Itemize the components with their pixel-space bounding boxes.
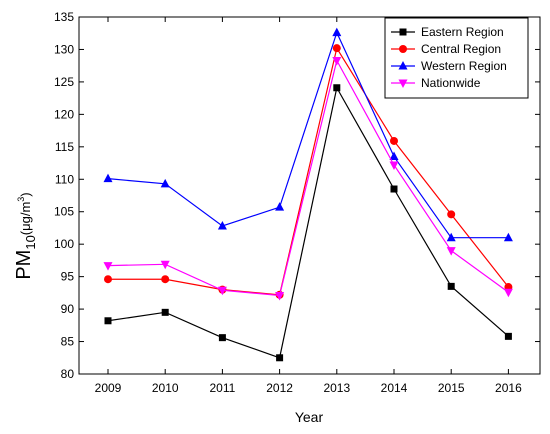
legend-marker [399,28,407,36]
legend-label: Central Region [421,42,501,56]
data-point [160,178,170,188]
data-point [161,275,170,284]
data-point [276,354,284,362]
data-point [504,332,512,340]
x-axis: 2009 2010 2011 2012 2013 2014 2015 2016 [95,17,522,395]
y-tick-label: 90 [61,302,75,316]
x-tick-label: 2015 [438,381,465,395]
data-point [389,161,399,170]
series-line [107,86,509,359]
legend: Eastern Region Central Region Western Regi… [384,17,529,99]
data-point [447,210,456,219]
series-line [107,30,509,239]
data-point [218,334,226,342]
data-point [160,260,170,270]
data-point [390,136,398,145]
data-point [390,185,398,193]
x-tick-label: 2009 [95,381,122,395]
data-point [446,247,456,256]
x-tick-label: 2016 [495,381,522,395]
series-line [108,46,509,296]
series-layer [103,27,513,362]
data-point [217,286,227,296]
y-tick-label: 130 [54,42,74,56]
y-tick-label: 95 [61,270,75,284]
x-tick-label: 2011 [209,381,235,395]
y-tick-label: 135 [54,10,74,24]
data-point [332,44,341,53]
legend-marker [399,45,407,53]
y-axis: 80 85 90 95 100 105 110 115 120 125 130 135 [54,10,540,381]
y-tick-label: 100 [54,237,74,251]
data-point [503,232,513,242]
data-point [104,275,112,284]
plot-frame [78,16,541,375]
y-tick-label: 115 [55,140,74,154]
legend-marker [398,61,408,70]
y-tick-label: 125 [54,75,74,89]
y-tick-label: 110 [55,172,74,186]
data-point [103,173,113,183]
series-line [107,58,509,297]
legend-marker [398,79,408,88]
legend-label: Nationwide [421,76,481,90]
y-tick-label: 85 [61,335,75,349]
data-point [333,84,341,92]
plot-area-border [78,16,541,375]
x-tick-label: 2010 [152,381,179,395]
x-tick-label: 2012 [266,381,293,395]
data-point [103,262,113,271]
data-point [332,27,342,37]
y-tick-label: 80 [61,367,75,381]
x-tick-label: 2013 [323,381,350,395]
series-eastern-region [104,84,512,362]
data-point [217,221,227,230]
data-point [389,151,399,161]
y-tick-label: 105 [54,205,74,219]
legend-label: Eastern Region [421,25,504,39]
data-point [275,202,285,211]
series-western-region [103,27,513,242]
x-axis-title: Year [295,409,324,425]
data-point [446,232,456,242]
y-axis-title: PM10(μg/m3) [13,192,38,279]
legend-box [384,17,529,99]
data-point [161,308,169,316]
legend-label: Western Region [421,59,507,73]
data-point [332,56,342,66]
data-point [275,291,285,301]
data-point [447,282,455,290]
series-nationwide [103,56,513,301]
y-tick-label: 120 [54,107,74,121]
data-point [503,288,513,298]
data-point [104,317,112,325]
x-tick-label: 2014 [381,381,408,395]
